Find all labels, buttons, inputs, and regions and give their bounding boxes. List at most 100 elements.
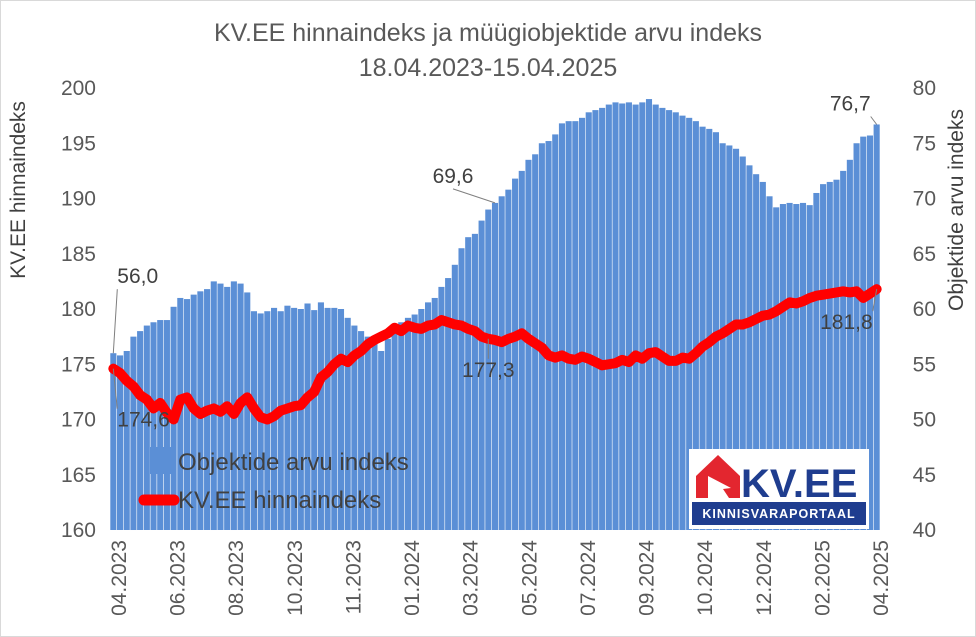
bar	[364, 336, 371, 531]
bar	[706, 128, 713, 530]
bar	[552, 134, 559, 530]
bar	[692, 121, 699, 531]
data-label: 177,3	[462, 359, 515, 382]
bar	[411, 314, 418, 530]
x-tick-label: 07.2024	[577, 540, 600, 616]
y-tick-label: 180	[61, 298, 96, 321]
bar	[137, 331, 144, 530]
bar	[398, 322, 405, 530]
bar	[786, 202, 793, 531]
data-label-leader	[872, 289, 878, 312]
bar	[465, 237, 472, 530]
bar	[639, 102, 646, 531]
bar	[846, 159, 853, 530]
x-tick-label: 04.2023	[108, 540, 131, 616]
x-tick-label: 01.2024	[401, 540, 424, 616]
bar	[579, 117, 586, 530]
data-label-leader	[870, 116, 878, 125]
legend: Objektide arvu indeks KV.EE hinnaindeks	[138, 447, 409, 514]
house-arrow-icon	[696, 455, 740, 498]
y-tick-label: 165	[61, 464, 96, 487]
logo-tagline: KINNISVARAPORTAAL	[702, 507, 855, 521]
bar	[860, 136, 867, 530]
line-series	[108, 284, 882, 425]
bar	[853, 143, 860, 530]
bar	[666, 110, 673, 530]
bar	[378, 350, 385, 530]
y-axis: 160 165 170 175 180 185 190 195 200	[61, 77, 96, 542]
y2-tick-label: 65	[913, 243, 936, 266]
bar	[686, 117, 693, 530]
bar	[779, 204, 786, 530]
bar	[773, 207, 780, 530]
bar	[277, 311, 284, 530]
bar	[833, 179, 840, 530]
x-tick-label: 08.2023	[225, 540, 248, 616]
bar	[672, 112, 679, 530]
bar	[558, 123, 566, 531]
bar	[297, 309, 304, 530]
logo-tagline-bar	[692, 502, 866, 525]
bar	[726, 145, 733, 530]
data-label: 174,6	[117, 409, 170, 432]
bar	[733, 148, 740, 530]
bar	[284, 305, 291, 530]
bar	[699, 126, 706, 531]
bar	[746, 165, 753, 530]
legend-label-bars: Objektide arvu indeks	[178, 449, 409, 476]
bar	[599, 107, 606, 530]
bar	[183, 299, 191, 530]
bar	[820, 184, 827, 530]
y2-tick-label: 80	[913, 77, 936, 100]
bar	[645, 99, 653, 531]
bar	[679, 115, 686, 531]
y2-tick-label: 40	[913, 519, 936, 542]
bar	[739, 156, 746, 530]
x-tick-label: 10.2024	[694, 540, 717, 616]
y2-tick-label: 70	[913, 188, 936, 211]
bar	[632, 104, 639, 530]
bar	[317, 302, 324, 530]
bar	[793, 204, 800, 530]
data-label: 69,6	[433, 165, 474, 188]
bar	[866, 135, 874, 530]
y2-axis: 40 45 50 55 60 65 70 75 80	[913, 77, 936, 542]
y-axis-title: KV.EE hinnaindeks	[7, 101, 30, 279]
bar	[291, 307, 298, 530]
logo-brand: KV.EE	[741, 462, 857, 506]
data-label-leader	[452, 188, 496, 204]
x-tick-label: 06.2023	[167, 540, 190, 616]
x-tick-label: 05.2024	[518, 540, 541, 616]
bar	[163, 320, 170, 530]
bar	[759, 181, 766, 530]
data-label-leader	[112, 368, 118, 409]
bar	[813, 192, 820, 531]
bar	[331, 307, 338, 530]
bar	[605, 104, 612, 530]
bar	[585, 112, 592, 530]
bar	[545, 141, 552, 531]
y-tick-label: 185	[61, 243, 96, 266]
kv-ee-logo: KV.EE KINNISVARAPORTAAL	[689, 449, 869, 529]
x-tick-label: 02.2025	[811, 540, 834, 616]
bar	[438, 286, 445, 530]
bar	[351, 325, 358, 530]
y-tick-label: 200	[61, 77, 96, 100]
y-tick-label: 190	[61, 188, 96, 211]
x-tick-label: 12.2024	[753, 540, 776, 616]
chart-subtitle: 18.04.2023-15.04.2025	[359, 54, 618, 82]
legend-label-line: KV.EE hinnaindeks	[178, 487, 381, 514]
x-axis: 04.2023 06.2023 08.2023 10.2023 11.2023 01.20…	[108, 540, 893, 616]
x-tick-label: 04.2025	[870, 540, 893, 616]
bar	[150, 322, 157, 530]
y-tick-label: 195	[61, 132, 96, 155]
x-tick-label: 11.2023	[343, 540, 366, 614]
bar	[117, 355, 124, 530]
bar	[451, 264, 458, 530]
bar	[425, 302, 432, 530]
bar	[518, 170, 525, 531]
bar	[505, 189, 512, 530]
bar	[753, 174, 760, 530]
bar	[799, 202, 807, 531]
bar	[344, 317, 351, 530]
